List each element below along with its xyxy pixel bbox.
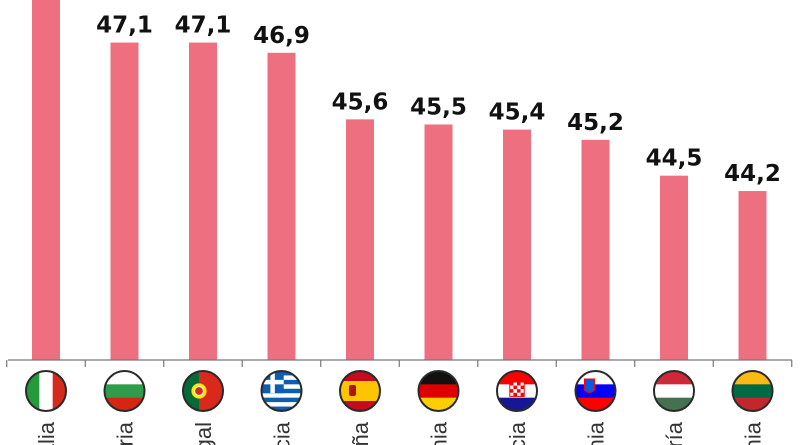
spain-flag-icon [340, 371, 380, 411]
bar [189, 42, 217, 361]
bar [346, 119, 374, 360]
bar [424, 124, 453, 360]
flag-border [653, 370, 695, 412]
category-label: nia [584, 421, 609, 445]
flag-border [260, 370, 303, 412]
data-label: 44,5 [646, 146, 703, 172]
data-label: 45,5 [410, 94, 467, 120]
bar [660, 175, 688, 360]
x-axis [6, 359, 793, 367]
category-label: gal [191, 422, 216, 445]
category-labels-group: alia ria gal cia ña nia cia nia ría nia [34, 421, 766, 445]
category-label: nia [741, 421, 766, 445]
flag-border [339, 370, 381, 412]
category-label: cia [270, 421, 295, 445]
bar [738, 191, 767, 360]
bar [32, 0, 60, 361]
value-labels-group: 47,1 47,1 46,9 45,6 45,5 45,4 45,2 44,5 44,2 [96, 13, 781, 187]
category-label: ria [113, 421, 138, 445]
flag-border [496, 370, 538, 412]
category-label: nia [427, 421, 452, 445]
flag-border [25, 370, 67, 412]
category-label: cia [505, 421, 530, 445]
bars-group [32, 0, 767, 361]
flag-border [182, 370, 224, 412]
data-label: 45,2 [567, 110, 624, 136]
bar [581, 139, 610, 360]
category-label: ría [662, 421, 687, 445]
flag-border [731, 370, 774, 412]
category-label: ña [348, 421, 373, 445]
data-label: 45,6 [332, 89, 389, 115]
data-label: 47,1 [175, 13, 232, 39]
flag-border [574, 370, 617, 412]
data-label: 46,9 [253, 23, 310, 49]
data-label: 44,2 [724, 161, 781, 187]
data-label: 47,1 [96, 13, 153, 39]
flags-group [25, 370, 774, 412]
flag-border [417, 370, 460, 412]
bar [267, 52, 296, 361]
data-label: 45,4 [489, 100, 546, 126]
bar [110, 42, 139, 361]
bar [503, 129, 531, 360]
category-label: alia [34, 421, 59, 445]
greece-flag-icon [261, 371, 302, 411]
flag-border [103, 370, 146, 412]
